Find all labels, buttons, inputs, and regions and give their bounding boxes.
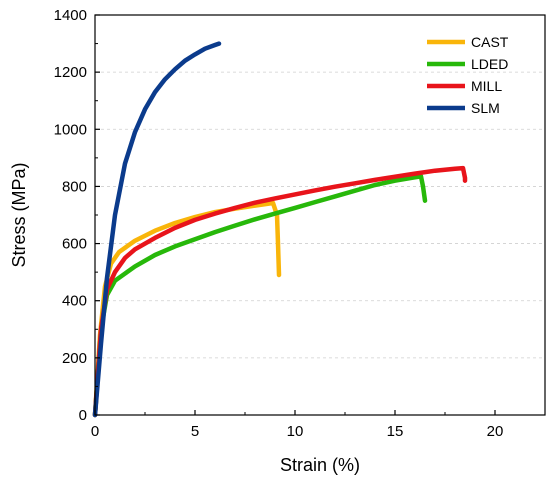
x-tick-label: 0 bbox=[91, 423, 99, 440]
x-tick-label: 10 bbox=[287, 423, 304, 440]
y-tick-label: 800 bbox=[62, 178, 87, 195]
y-tick-label: 200 bbox=[62, 350, 87, 367]
series-line-cast bbox=[92, 200, 282, 418]
series-curves bbox=[92, 41, 468, 418]
y-tick-label: 600 bbox=[62, 236, 87, 253]
legend: CAST LDED MILL SLM bbox=[427, 34, 509, 116]
x-tick-label: 5 bbox=[191, 423, 199, 440]
series-line-slm bbox=[92, 41, 222, 418]
y-axis-title: Stress (MPa) bbox=[9, 162, 29, 267]
series-line-mill bbox=[92, 165, 468, 418]
legend-label: CAST bbox=[471, 34, 509, 50]
legend-label: MILL bbox=[471, 78, 502, 94]
y-tick-label: 400 bbox=[62, 293, 87, 310]
x-tick-label: 20 bbox=[487, 423, 504, 440]
legend-label: LDED bbox=[471, 56, 508, 72]
y-tick-label: 1400 bbox=[54, 7, 87, 24]
series-line-lded bbox=[92, 174, 428, 418]
y-tick-label: 0 bbox=[79, 407, 87, 424]
y-tick-label: 1000 bbox=[54, 121, 87, 138]
x-axis-title: Strain (%) bbox=[280, 455, 360, 475]
x-tick-label: 15 bbox=[387, 423, 404, 440]
y-tick-label: 1200 bbox=[54, 64, 87, 81]
legend-label: SLM bbox=[471, 100, 500, 116]
plot-frame bbox=[94, 14, 546, 416]
